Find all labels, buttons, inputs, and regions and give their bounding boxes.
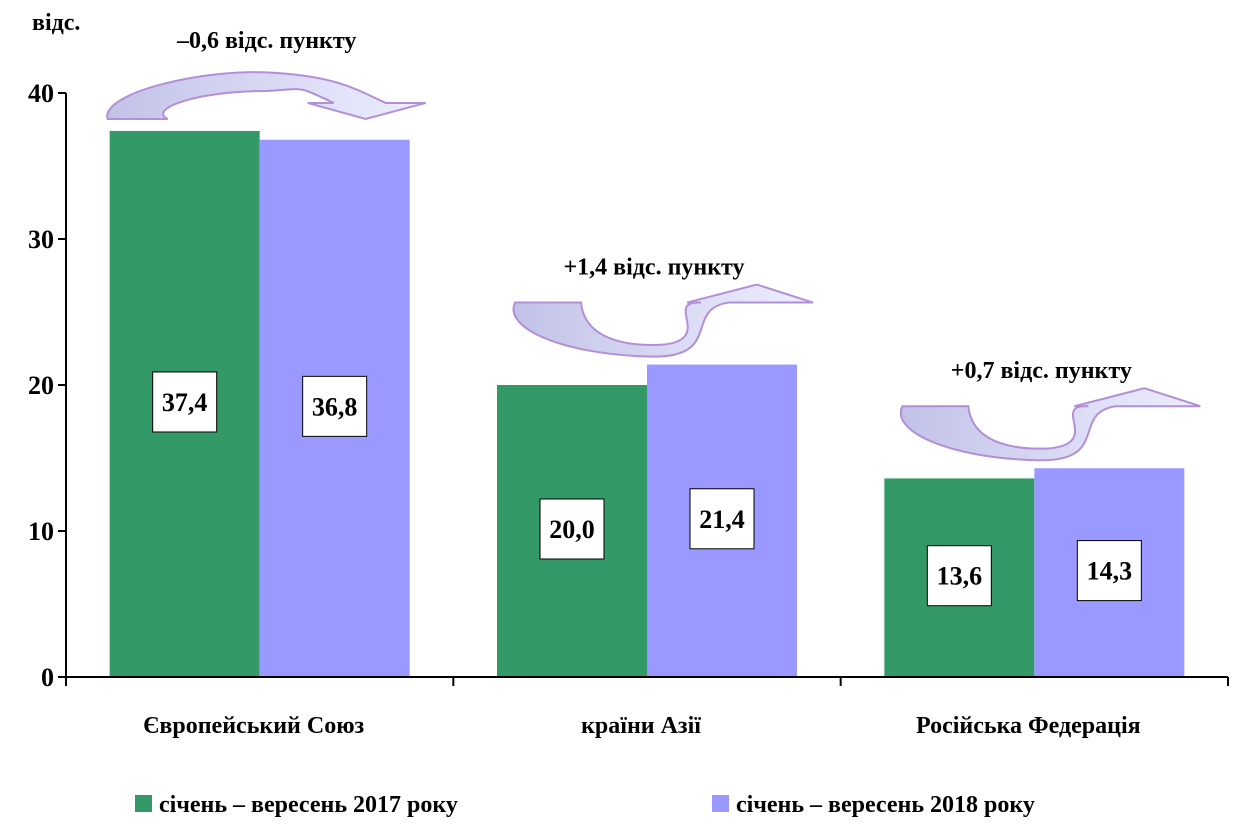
value-label-1-2: 20,0	[549, 515, 595, 544]
change-arrow-1	[106, 71, 426, 120]
change-arrow-3	[899, 387, 1201, 462]
y-tick-label-4: 40	[28, 79, 54, 108]
value-label-box-1-1	[152, 371, 218, 433]
value-label-1-3: 13,6	[937, 562, 983, 591]
bars	[109, 130, 1185, 678]
annotation-3: +0,7 відс. пункту	[951, 358, 1132, 384]
y-tick-label-2: 20	[28, 371, 54, 400]
value-label-box-1-2	[539, 498, 605, 560]
axes: Європейський Союз країни Азії Російська Фе…	[28, 79, 1229, 739]
value-labels: 37,4 36,8 20,0 21,4 13,6 14,3	[152, 371, 1142, 607]
x-tick-label-1: Європейський Союз	[143, 713, 364, 739]
legend-swatch-2	[712, 795, 729, 812]
value-label-box-2-1	[302, 375, 368, 437]
value-label-box-2-3	[1076, 540, 1142, 602]
legend: січень – вересень 2017 року січень – вере…	[135, 792, 1035, 818]
y-tick-label-3: 30	[28, 225, 54, 254]
x-tick-label-2: країни Азії	[581, 713, 701, 739]
value-label-2-2: 21,4	[699, 505, 745, 534]
y-tick-label-0: 0	[41, 663, 54, 692]
annotation-1: –0,6 відс. пункту	[176, 28, 356, 54]
annotations: –0,6 відс. пункту +1,4 відс. пункту +0,7 в…	[176, 28, 1132, 384]
y-axis-unit: відс.	[32, 10, 80, 36]
value-label-box-1-3	[926, 545, 992, 607]
annotation-2: +1,4 відс. пункту	[563, 255, 744, 281]
legend-swatch-1	[135, 795, 152, 812]
value-label-2-3: 14,3	[1087, 557, 1133, 586]
legend-label-2: січень – вересень 2018 року	[736, 792, 1035, 818]
change-arrows	[106, 71, 1201, 462]
y-tick-label-1: 10	[28, 517, 54, 546]
value-label-2-1: 36,8	[312, 392, 358, 421]
value-label-1-1: 37,4	[162, 388, 208, 417]
change-arrow-2	[512, 283, 814, 358]
value-label-box-2-2	[689, 488, 755, 550]
x-tick-label-3: Російська Федерація	[916, 713, 1141, 739]
legend-label-1: січень – вересень 2017 року	[159, 792, 458, 818]
